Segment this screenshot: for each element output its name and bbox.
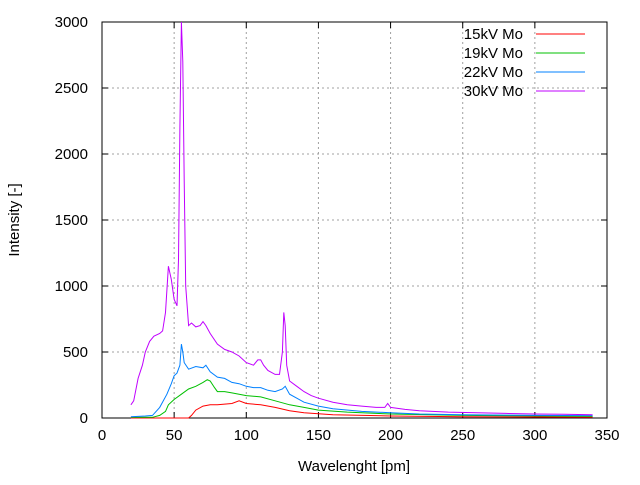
legend-label: 15kV Mo — [464, 26, 523, 43]
legend-label: 19kV Mo — [464, 45, 523, 62]
y-axis-label: Intensity [-] — [6, 183, 23, 256]
y-tick-label: 0 — [80, 410, 88, 427]
x-axis-label: Wavelenght [pm] — [298, 458, 410, 475]
x-tick-label: 50 — [166, 427, 183, 444]
y-tick-label: 2000 — [55, 146, 88, 163]
x-tick-label: 350 — [594, 427, 619, 444]
legend-label: 30kV Mo — [464, 83, 523, 100]
x-tick-label: 0 — [98, 427, 106, 444]
series-group — [130, 21, 593, 419]
series-line-22kv-mo — [130, 344, 593, 418]
y-tick-label: 1000 — [55, 278, 88, 295]
legend: 15kV Mo 19kV Mo 22kV Mo 30kV Mo — [464, 26, 585, 100]
series-line-19kv-mo — [130, 379, 593, 418]
y-tick-label: 1500 — [55, 212, 88, 229]
series-line-15kv-mo — [130, 400, 593, 419]
y-tick-label: 2500 — [55, 80, 88, 97]
grid — [102, 22, 607, 418]
x-tick-label: 100 — [234, 427, 259, 444]
y-tick-label: 500 — [63, 344, 88, 361]
legend-label: 22kV Mo — [464, 64, 523, 81]
series-line-30kv-mo — [130, 21, 593, 416]
x-tick-label: 150 — [306, 427, 331, 444]
x-tick-label: 300 — [522, 427, 547, 444]
axis-ticks: 0 50 100 150 200 250 300 350 0 500 1000 1500 2000 250… — [55, 14, 620, 444]
x-tick-label: 200 — [378, 427, 403, 444]
y-tick-label: 3000 — [55, 14, 88, 31]
x-tick-label: 250 — [450, 427, 475, 444]
